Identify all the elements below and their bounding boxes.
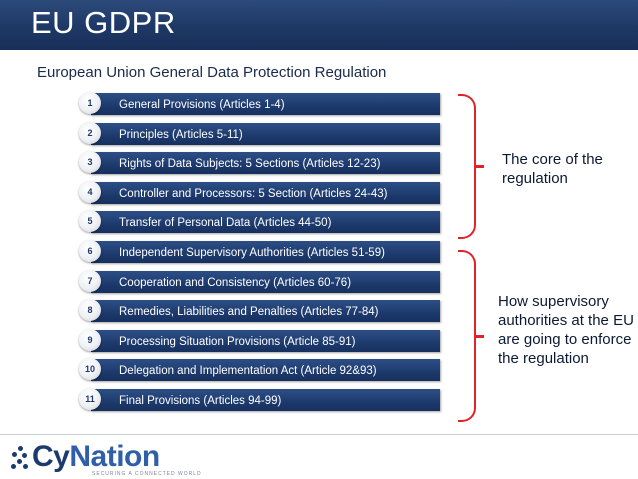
article-number-badge: 1	[79, 92, 101, 114]
article-item: Controller and Processors: 5 Section (Ar…	[79, 180, 440, 204]
article-item: Delegation and Implementation Act (Artic…	[79, 357, 440, 382]
core-regulation-note: The core of the regulation	[502, 151, 603, 187]
article-number-badge: 11	[79, 387, 101, 410]
article-bar: Controller and Processors: 5 Section (Ar…	[91, 181, 440, 204]
article-label: Processing Situation Provisions (Article…	[119, 335, 356, 348]
title-bar: EU GDPR	[0, 0, 638, 50]
article-item: General Provisions (Articles 1-4) 1	[79, 91, 440, 115]
article-bar: Transfer of Personal Data (Articles 44-5…	[91, 211, 440, 234]
article-number-badge: 2	[79, 121, 101, 144]
page-title: EU GDPR	[31, 5, 176, 40]
article-item: Cooperation and Consistency (Articles 60…	[79, 269, 440, 293]
cynation-logo: CyNation SECURING A CONNECTED WORLD	[10, 440, 210, 477]
article-bar: General Provisions (Articles 1-4)	[91, 93, 440, 115]
footer-divider	[0, 434, 638, 435]
article-item: Rights of Data Subjects: 5 Sections (Art…	[79, 150, 440, 175]
article-number-badge: 6	[79, 239, 101, 262]
article-item: Transfer of Personal Data (Articles 44-5…	[79, 209, 440, 234]
article-number-badge: 8	[79, 299, 101, 322]
logo-wordmark: CyNation	[32, 440, 160, 474]
core-bracket-tick	[474, 165, 484, 168]
article-item: Principles (Articles 5-11) 2	[79, 121, 440, 145]
enforcement-note: How supervisory authorities at the EU ar…	[498, 293, 634, 367]
article-label: Final Provisions (Articles 94-99)	[119, 394, 282, 407]
article-bar: Principles (Articles 5-11)	[91, 122, 440, 145]
logo-word-accent: Nation	[69, 440, 160, 473]
article-list: General Provisions (Articles 1-4) 1 Prin…	[79, 91, 440, 417]
article-bar: Delegation and Implementation Act (Artic…	[91, 359, 440, 382]
article-item: Final Provisions (Articles 94-99) 11	[79, 387, 440, 411]
article-number-badge: 10	[79, 358, 101, 381]
article-label: Transfer of Personal Data (Articles 44-5…	[119, 217, 332, 230]
logo-word-main: Cy	[32, 440, 70, 473]
logo-tagline: SECURING A CONNECTED WORLD	[92, 471, 202, 477]
article-bar: Independent Supervisory Authorities (Art…	[91, 240, 440, 263]
article-number-badge: 4	[79, 180, 101, 203]
logo-dots-icon	[10, 446, 32, 470]
article-label: Rights of Data Subjects: 5 Sections (Art…	[119, 158, 381, 171]
article-label: Remedies, Liabilities and Penalties (Art…	[119, 306, 379, 319]
article-label: General Provisions (Articles 1-4)	[119, 99, 285, 111]
article-bar: Processing Situation Provisions (Article…	[91, 329, 440, 352]
page-subtitle: European Union General Data Protection R…	[37, 64, 387, 81]
article-item: Remedies, Liabilities and Penalties (Art…	[79, 298, 440, 323]
article-label: Cooperation and Consistency (Articles 60…	[119, 276, 352, 289]
article-bar: Remedies, Liabilities and Penalties (Art…	[91, 300, 440, 323]
article-label: Principles (Articles 5-11)	[119, 128, 243, 141]
article-label: Controller and Processors: 5 Section (Ar…	[119, 187, 388, 200]
article-bar: Rights of Data Subjects: 5 Sections (Art…	[91, 152, 440, 175]
article-item: Independent Supervisory Authorities (Art…	[79, 239, 440, 263]
enforcement-bracket-tick	[474, 335, 484, 338]
article-number-badge: 5	[79, 210, 101, 233]
article-bar: Cooperation and Consistency (Articles 60…	[91, 270, 440, 293]
article-label: Delegation and Implementation Act (Artic…	[119, 365, 377, 378]
article-label: Independent Supervisory Authorities (Art…	[119, 246, 385, 259]
article-bar: Final Provisions (Articles 94-99)	[91, 388, 440, 411]
article-number-badge: 7	[79, 269, 101, 292]
article-item: Processing Situation Provisions (Article…	[79, 328, 440, 352]
article-number-badge: 9	[79, 328, 101, 351]
article-number-badge: 3	[79, 151, 101, 174]
